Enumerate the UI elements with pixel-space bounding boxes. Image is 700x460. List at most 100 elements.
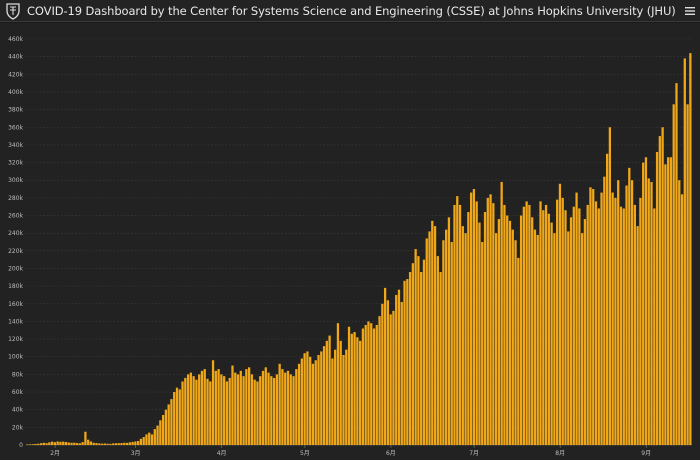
- bar[interactable]: [272, 377, 276, 445]
- bar[interactable]: [164, 409, 168, 445]
- bar[interactable]: [270, 376, 273, 445]
- bar[interactable]: [45, 443, 48, 445]
- bar[interactable]: [395, 294, 398, 445]
- bar[interactable]: [336, 323, 340, 445]
- bar[interactable]: [31, 444, 34, 445]
- bar[interactable]: [114, 443, 118, 445]
- bar[interactable]: [137, 441, 140, 445]
- bar[interactable]: [175, 387, 179, 445]
- bar[interactable]: [642, 162, 645, 445]
- bar[interactable]: [442, 240, 445, 445]
- bar[interactable]: [186, 374, 190, 445]
- bar[interactable]: [564, 210, 567, 445]
- bar[interactable]: [320, 351, 323, 445]
- bar[interactable]: [664, 164, 667, 445]
- bar[interactable]: [680, 194, 684, 445]
- bar[interactable]: [439, 272, 442, 445]
- bar[interactable]: [314, 360, 317, 445]
- bar[interactable]: [361, 328, 365, 446]
- bar[interactable]: [62, 441, 65, 445]
- bar[interactable]: [411, 263, 414, 445]
- bar[interactable]: [686, 104, 689, 445]
- bar[interactable]: [514, 240, 517, 445]
- bar[interactable]: [475, 201, 478, 445]
- bar[interactable]: [70, 442, 73, 445]
- bar[interactable]: [420, 272, 423, 445]
- bar[interactable]: [528, 204, 531, 445]
- bar[interactable]: [359, 340, 362, 445]
- bar[interactable]: [511, 229, 514, 445]
- bar[interactable]: [378, 316, 381, 445]
- bar[interactable]: [470, 192, 473, 445]
- bar[interactable]: [300, 358, 303, 446]
- bar[interactable]: [483, 211, 487, 445]
- bar[interactable]: [39, 443, 43, 445]
- bar[interactable]: [345, 349, 348, 445]
- bar[interactable]: [100, 443, 104, 445]
- bar[interactable]: [123, 442, 126, 445]
- bar[interactable]: [228, 377, 231, 445]
- bar[interactable]: [42, 442, 45, 445]
- bar[interactable]: [317, 354, 320, 445]
- bar[interactable]: [494, 233, 498, 445]
- bar[interactable]: [220, 374, 223, 445]
- bar[interactable]: [586, 204, 589, 445]
- bar[interactable]: [342, 354, 345, 445]
- bar[interactable]: [153, 429, 156, 445]
- bar[interactable]: [461, 226, 464, 445]
- bar[interactable]: [292, 376, 295, 445]
- bar[interactable]: [489, 194, 492, 445]
- bar[interactable]: [117, 443, 120, 445]
- bar[interactable]: [81, 442, 84, 445]
- bar[interactable]: [156, 425, 159, 445]
- bar[interactable]: [472, 189, 476, 445]
- bar[interactable]: [184, 377, 187, 445]
- bar[interactable]: [386, 300, 390, 445]
- bar[interactable]: [589, 187, 592, 445]
- bar[interactable]: [95, 443, 98, 445]
- bar[interactable]: [689, 53, 692, 446]
- bar[interactable]: [331, 358, 334, 446]
- bar[interactable]: [397, 289, 401, 445]
- bar[interactable]: [447, 217, 451, 445]
- bar[interactable]: [392, 310, 395, 445]
- bar[interactable]: [572, 206, 575, 445]
- bar[interactable]: [653, 208, 656, 445]
- bar[interactable]: [139, 438, 143, 445]
- bar[interactable]: [556, 199, 559, 445]
- bar[interactable]: [417, 256, 420, 445]
- bar[interactable]: [433, 226, 437, 445]
- bar[interactable]: [611, 192, 614, 445]
- bar[interactable]: [553, 233, 556, 445]
- bar[interactable]: [445, 229, 448, 445]
- bar[interactable]: [458, 204, 462, 445]
- bar[interactable]: [647, 178, 650, 445]
- bar[interactable]: [633, 204, 636, 445]
- bar[interactable]: [575, 192, 578, 445]
- bar[interactable]: [542, 210, 545, 445]
- bar[interactable]: [619, 206, 623, 445]
- bar[interactable]: [225, 381, 229, 445]
- bar[interactable]: [533, 229, 537, 445]
- bar[interactable]: [372, 328, 376, 446]
- bar[interactable]: [92, 442, 95, 445]
- bar[interactable]: [173, 392, 176, 445]
- bar[interactable]: [544, 204, 548, 445]
- bar[interactable]: [561, 197, 564, 445]
- bar[interactable]: [211, 360, 215, 445]
- bar[interactable]: [550, 222, 553, 445]
- bar[interactable]: [253, 379, 256, 445]
- bar[interactable]: [650, 181, 653, 446]
- bar[interactable]: [675, 83, 678, 445]
- bar[interactable]: [400, 302, 403, 445]
- bar[interactable]: [170, 399, 173, 445]
- bar[interactable]: [517, 257, 520, 445]
- bar[interactable]: [148, 432, 151, 445]
- bar[interactable]: [84, 431, 87, 445]
- bar[interactable]: [106, 443, 109, 445]
- bar[interactable]: [73, 442, 76, 445]
- bar[interactable]: [581, 233, 584, 445]
- bar[interactable]: [261, 370, 265, 445]
- bar[interactable]: [492, 203, 495, 445]
- bar[interactable]: [350, 333, 353, 445]
